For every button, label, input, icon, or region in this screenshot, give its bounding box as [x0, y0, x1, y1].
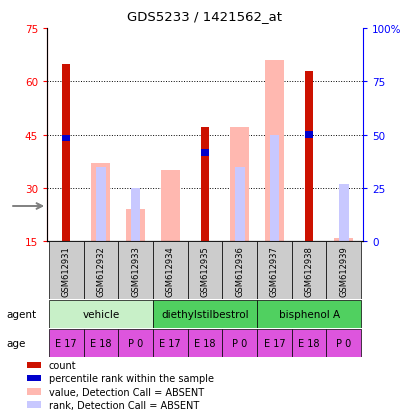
Bar: [256, 242, 291, 299]
Bar: [62, 64, 70, 242]
Text: GSM612934: GSM612934: [165, 245, 174, 296]
Bar: [234, 167, 244, 242]
Bar: [291, 329, 326, 357]
Text: GSM612937: GSM612937: [269, 245, 278, 296]
Text: age: age: [6, 338, 25, 348]
Bar: [91, 164, 110, 242]
Bar: [333, 238, 353, 242]
Text: E 18: E 18: [90, 338, 111, 348]
Bar: [291, 242, 326, 299]
Bar: [153, 329, 187, 357]
Text: E 17: E 17: [263, 338, 285, 348]
Bar: [49, 242, 83, 299]
Text: diethylstilbestrol: diethylstilbestrol: [161, 309, 248, 319]
Bar: [153, 242, 187, 299]
Bar: [27, 362, 41, 368]
Bar: [118, 329, 153, 357]
Text: GSM612935: GSM612935: [200, 245, 209, 296]
Text: E 17: E 17: [55, 338, 77, 348]
Text: GSM612936: GSM612936: [235, 245, 244, 296]
Bar: [27, 375, 41, 382]
Bar: [126, 210, 145, 242]
Bar: [49, 329, 83, 357]
Bar: [27, 401, 41, 408]
Text: agent: agent: [6, 309, 36, 319]
Bar: [49, 300, 153, 328]
Bar: [118, 242, 153, 299]
Bar: [201, 128, 208, 242]
Bar: [269, 135, 279, 242]
Bar: [83, 242, 118, 299]
Text: E 18: E 18: [298, 338, 319, 348]
Text: count: count: [49, 361, 76, 370]
Text: GDS5233 / 1421562_at: GDS5233 / 1421562_at: [127, 10, 282, 23]
Text: E 17: E 17: [159, 338, 181, 348]
Text: GSM612939: GSM612939: [338, 245, 347, 296]
Bar: [229, 128, 249, 242]
Bar: [264, 61, 283, 242]
Bar: [338, 185, 348, 242]
Text: GSM612932: GSM612932: [96, 245, 105, 296]
Text: GSM612931: GSM612931: [62, 245, 71, 296]
Text: P 0: P 0: [335, 338, 351, 348]
Text: rank, Detection Call = ABSENT: rank, Detection Call = ABSENT: [49, 400, 198, 410]
Text: E 18: E 18: [194, 338, 215, 348]
Text: GSM612938: GSM612938: [304, 245, 313, 296]
Bar: [326, 329, 360, 357]
Text: P 0: P 0: [231, 338, 247, 348]
Text: percentile rank within the sample: percentile rank within the sample: [49, 374, 213, 384]
Bar: [222, 242, 256, 299]
Bar: [187, 329, 222, 357]
Bar: [83, 329, 118, 357]
Text: P 0: P 0: [128, 338, 143, 348]
Bar: [27, 388, 41, 395]
Bar: [62, 135, 70, 142]
Text: GSM612933: GSM612933: [131, 245, 140, 296]
Bar: [305, 132, 312, 138]
Bar: [326, 242, 360, 299]
Bar: [256, 329, 291, 357]
Bar: [130, 188, 140, 242]
Text: bisphenol A: bisphenol A: [278, 309, 339, 319]
Bar: [187, 242, 222, 299]
Bar: [160, 171, 180, 242]
Bar: [305, 71, 312, 242]
Bar: [256, 300, 360, 328]
Bar: [222, 329, 256, 357]
Bar: [153, 300, 256, 328]
Text: value, Detection Call = ABSENT: value, Detection Call = ABSENT: [49, 387, 203, 397]
Bar: [201, 150, 208, 156]
Bar: [96, 167, 106, 242]
Text: vehicle: vehicle: [82, 309, 119, 319]
